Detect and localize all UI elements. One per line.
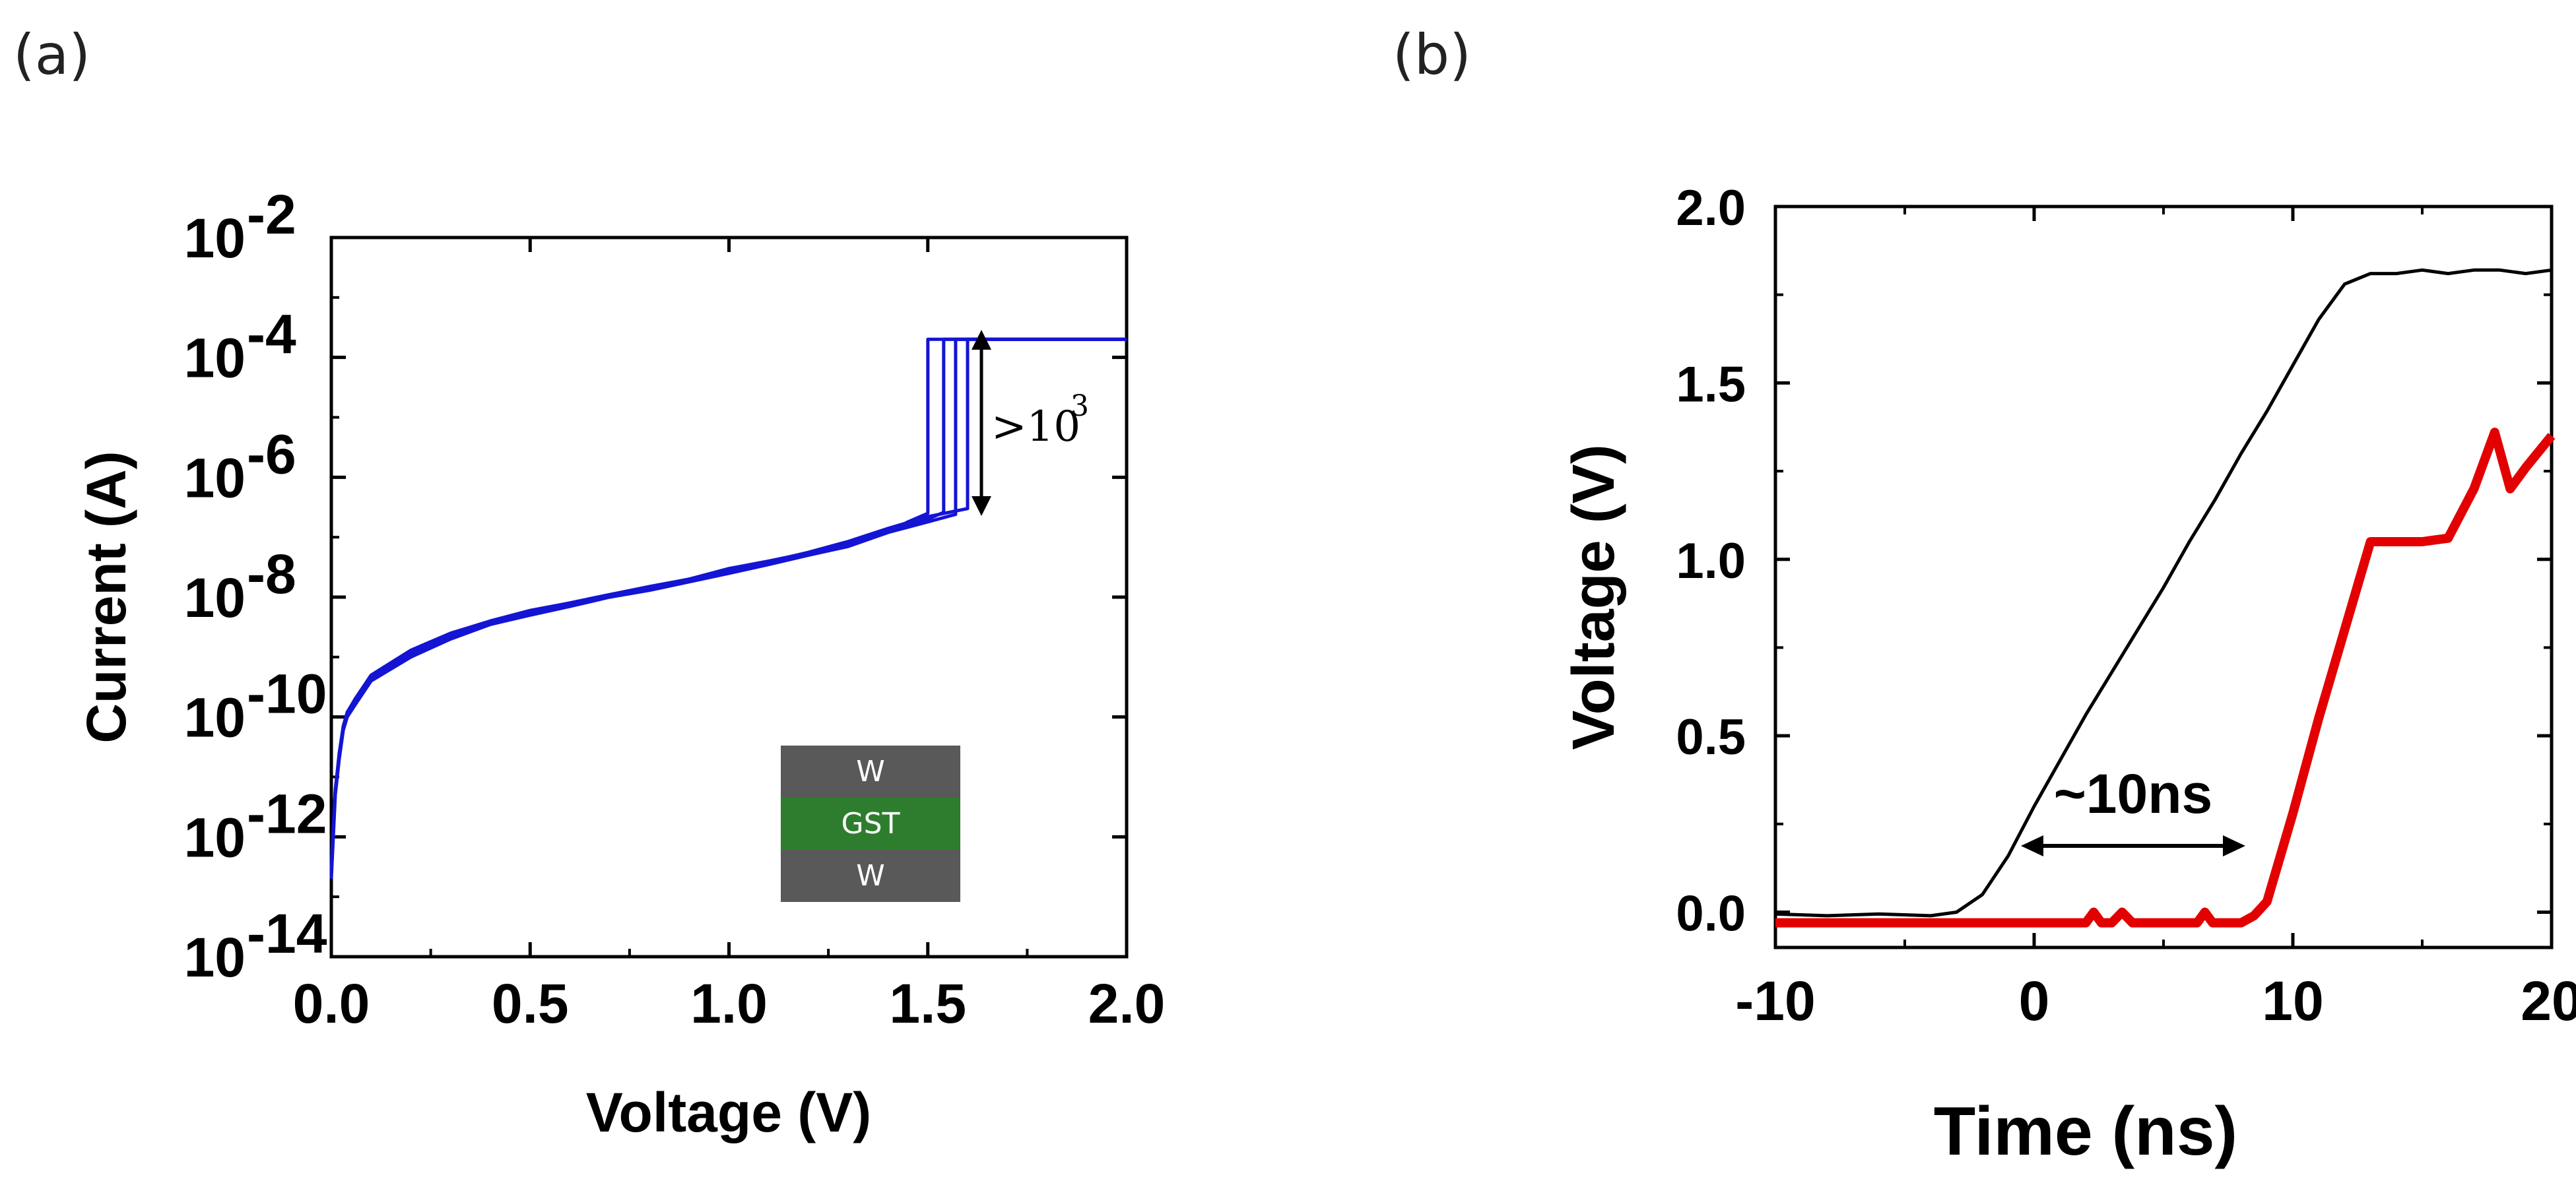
- chart-b-xtick-labels: -10 0 10 20: [1735, 970, 2576, 1032]
- y-tick-label-b: 2.0: [1676, 180, 1746, 236]
- output-response-line: [1775, 428, 2556, 928]
- y-tick-label-a: 10: [184, 806, 246, 868]
- chart-a-xlabel: Voltage (V): [586, 1081, 871, 1143]
- x-tick-label-a: 1.5: [889, 973, 966, 1035]
- chart-b-ticks: [1773, 205, 2554, 947]
- chart-a-ylabel: Current (A): [75, 451, 137, 743]
- x-tick-label-b: -10: [1735, 970, 1815, 1032]
- device-stack-inset: W GST W: [781, 746, 960, 902]
- ratio-label-exponent: 3: [1071, 389, 1089, 423]
- y-tick-label-a: 10: [184, 567, 246, 629]
- chart-b: -10 0 10 20 0.0 0.5 1.0 1.5 2.0 Time (ns) Volta…: [1561, 180, 2576, 1170]
- x-tick-label-a: 1.0: [690, 973, 768, 1035]
- y-tick-label-a: 10: [184, 207, 246, 269]
- y-tick-label-a-exponent: -14: [247, 903, 327, 965]
- ratio-arrow-up: [972, 330, 991, 350]
- y-tick-label-b: 1.5: [1676, 356, 1746, 412]
- chart-a-series: [329, 337, 1127, 879]
- y-tick-label-a: 10: [184, 447, 246, 509]
- ratio-label: >10: [991, 402, 1080, 451]
- ratio-arrow-down: [972, 496, 991, 516]
- delay-arrow-left: [2021, 835, 2043, 856]
- chart-b-xlabel: Time (ns): [1934, 1093, 2237, 1170]
- y-tick-label-a-exponent: -2: [247, 183, 296, 245]
- layer-gst: [781, 798, 960, 850]
- delay-arrow-right: [2223, 835, 2245, 856]
- iv-sweep-4: [329, 337, 1127, 868]
- y-tick-label-b: 0.5: [1676, 709, 1746, 765]
- input-pulse-line: [1775, 268, 2552, 918]
- y-tick-label-a-exponent: -4: [247, 304, 296, 366]
- delay-label: ~10ns: [2054, 763, 2213, 825]
- y-tick-label-a: 10: [184, 926, 246, 988]
- chart-a: 0.0 0.5 1.0 1.5 2.0 10-210-410-610-810 -1010-…: [75, 183, 1165, 1143]
- x-tick-label-b: 10: [2262, 970, 2323, 1032]
- x-tick-label-a: 0.0: [293, 973, 370, 1035]
- y-tick-label-a-exponent: -6: [247, 423, 296, 485]
- y-tick-label-a: 10: [184, 687, 246, 749]
- chart-a-xtick-labels: 0.0 0.5 1.0 1.5 2.0: [293, 973, 1166, 1035]
- x-tick-label-a: 0.5: [492, 973, 569, 1035]
- x-tick-label-b: 0: [2019, 970, 2050, 1032]
- chart-b-frame: [1773, 205, 2554, 949]
- y-tick-label-a: 10: [184, 327, 246, 389]
- y-tick-label-a-exponent: -10: [247, 663, 327, 725]
- panel-label-a: (a): [13, 22, 90, 87]
- chart-b-ytick-labels: 0.0 0.5 1.0 1.5 2.0: [1676, 180, 1746, 942]
- layer-gst-label: GST: [842, 807, 900, 841]
- x-tick-label-b: 20: [2521, 970, 2576, 1032]
- layer-bottom-w: [781, 850, 960, 902]
- y-tick-label-a-exponent: -8: [247, 543, 296, 605]
- x-tick-label-a: 2.0: [1088, 973, 1166, 1035]
- chart-a-frame: [329, 236, 1129, 959]
- ratio-annotation: >10 3: [972, 330, 1089, 516]
- panel-label-b: (b): [1393, 22, 1471, 87]
- y-tick-label-b: 1.0: [1676, 533, 1746, 589]
- y-tick-label-b: 0.0: [1676, 886, 1746, 942]
- chart-b-series: [1775, 268, 2556, 928]
- chart-a-ticks: [329, 236, 1129, 959]
- layer-top-w: [781, 746, 960, 798]
- chart-b-ylabel: Voltage (V): [1561, 444, 1627, 750]
- y-tick-label-a-exponent: -12: [247, 783, 327, 845]
- delay-annotation: ~10ns: [2021, 763, 2245, 856]
- layer-bottom-w-label: W: [856, 859, 885, 893]
- layer-top-w-label: W: [856, 755, 885, 788]
